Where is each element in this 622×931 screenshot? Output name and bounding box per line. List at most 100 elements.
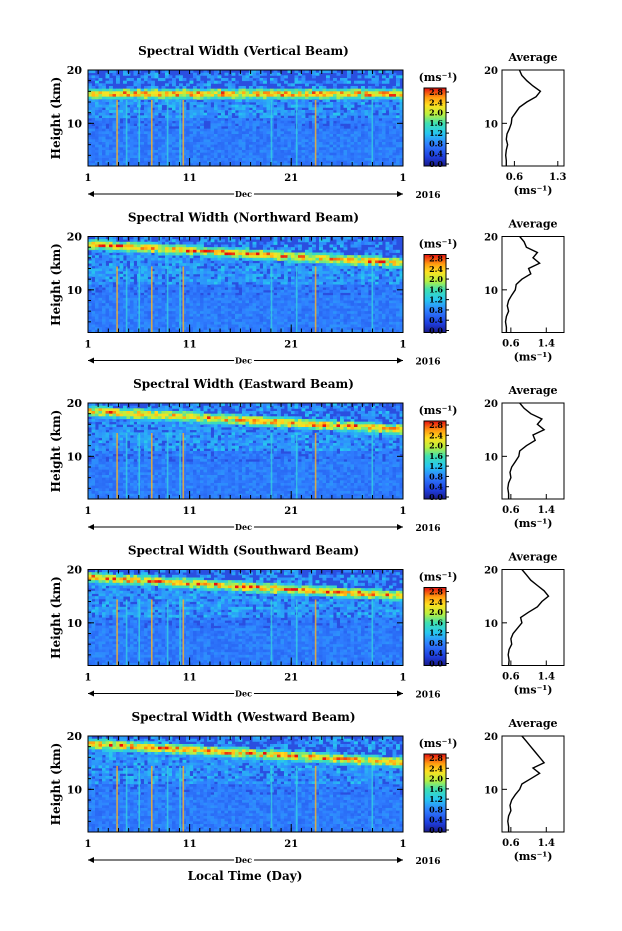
heatmap-cell <box>361 94 365 98</box>
heatmap-cell <box>340 281 344 285</box>
heatmap-cell <box>231 155 236 159</box>
heatmap-cell <box>133 284 138 288</box>
heatmap-cell <box>340 263 344 267</box>
heatmap-cell <box>249 78 253 82</box>
heatmap-cell <box>105 104 110 108</box>
heatmap-cell <box>231 160 236 164</box>
heatmap-cell <box>252 292 257 296</box>
heatmap-cell <box>368 86 372 90</box>
heatmap-cell <box>102 244 106 248</box>
heatmap-cell <box>371 128 376 132</box>
heatmap-cell <box>151 155 155 159</box>
heatmap-cell <box>182 308 187 312</box>
heatmap-cell <box>109 268 113 272</box>
heatmap-cell <box>375 255 379 259</box>
heatmap-cell <box>364 273 369 277</box>
heatmap-cell <box>179 249 183 253</box>
heatmap-cell <box>389 281 393 285</box>
heatmap-cell <box>270 249 274 253</box>
heatmap-cell <box>144 91 148 95</box>
heatmap-cell <box>228 96 232 100</box>
heatmap-cell <box>291 134 295 138</box>
heatmap-cell <box>123 136 127 140</box>
heatmap-cell <box>291 271 295 275</box>
heatmap-cell <box>221 265 225 269</box>
heatmap-cell <box>364 139 369 143</box>
heatmap-cell <box>392 118 397 122</box>
heatmap-cell <box>249 255 253 259</box>
heatmap-cell <box>130 284 134 288</box>
heatmap-cell <box>98 150 103 154</box>
month-bar-arrow-right <box>397 191 403 197</box>
heatmap-cell <box>179 236 183 240</box>
heatmap-cell <box>123 150 127 154</box>
heatmap-cell <box>350 287 355 291</box>
heatmap-cell <box>322 134 327 138</box>
heatmap-cell <box>273 241 278 245</box>
heatmap-cell <box>161 94 166 98</box>
heatmap-cell <box>151 289 155 293</box>
heatmap-cell <box>95 110 99 114</box>
heatmap-cell <box>368 131 372 135</box>
heatmap-cell <box>305 303 309 307</box>
heatmap-cell <box>371 284 376 288</box>
heatmap-cell <box>361 271 365 275</box>
heatmap-cell <box>263 147 267 151</box>
heatmap-cell <box>392 86 397 90</box>
heatmap-cell <box>284 284 288 288</box>
heatmap-cell <box>193 265 197 269</box>
heatmap-cell <box>210 289 215 293</box>
heatmap-cell <box>172 271 176 275</box>
heatmap-cell <box>256 289 260 293</box>
heatmap-cell <box>389 115 393 119</box>
heatmap-cell <box>133 155 138 159</box>
heatmap-cell <box>340 94 344 98</box>
heatmap-cell <box>161 152 166 156</box>
heatmap-cell <box>126 107 131 111</box>
heatmap-cell <box>144 287 148 291</box>
heatmap-cell <box>315 281 320 285</box>
heatmap-cell <box>312 305 316 309</box>
heatmap-cell <box>333 257 337 261</box>
heatmap-cell <box>116 155 120 159</box>
heatmap-cell <box>277 297 281 301</box>
heatmap-cell <box>91 284 96 288</box>
heatmap-cell <box>256 255 260 259</box>
heatmap-cell <box>210 292 215 296</box>
heatmap-cell <box>375 126 379 130</box>
heatmap-cell <box>305 236 309 240</box>
heatmap-cell <box>245 152 250 156</box>
heatmap-cell <box>179 120 183 124</box>
heatmap-cell <box>196 150 201 154</box>
heatmap-cell <box>301 287 306 291</box>
heatmap-cell <box>266 91 271 95</box>
heatmap-cell <box>105 249 110 253</box>
heatmap-cell <box>175 152 180 156</box>
heatmap-cell <box>368 88 372 92</box>
heatmap-cell <box>182 147 187 151</box>
heatmap-cell <box>161 134 166 138</box>
heatmap-cell <box>112 96 117 100</box>
heatmap-cell <box>336 131 341 135</box>
heatmap-cell <box>238 152 243 156</box>
heatmap-cell <box>312 252 316 256</box>
heatmap-cell <box>88 297 92 301</box>
heatmap-cell <box>158 289 162 293</box>
heatmap-cell <box>361 99 365 103</box>
heatmap-cell <box>319 152 323 156</box>
heatmap-cell <box>375 104 379 108</box>
heatmap-cell <box>392 94 397 98</box>
heatmap-cell <box>144 276 148 280</box>
heatmap-cell <box>147 305 152 309</box>
heatmap-cell <box>354 80 358 84</box>
heatmap-cell <box>242 160 246 164</box>
heatmap-cell <box>301 265 306 269</box>
heatmap-cell <box>315 252 320 256</box>
heatmap-cell <box>102 136 106 140</box>
heatmap-cell <box>123 289 127 293</box>
heatmap-cell <box>319 155 323 159</box>
heatmap-cell <box>389 72 393 76</box>
heatmap-cell <box>235 152 239 156</box>
heatmap-cell <box>158 96 162 100</box>
heatmap-cell <box>228 94 232 98</box>
